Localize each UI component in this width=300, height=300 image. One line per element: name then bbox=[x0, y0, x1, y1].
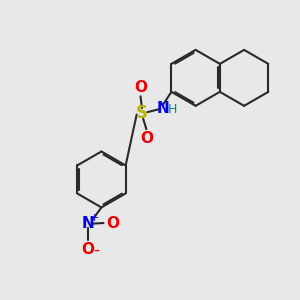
Text: O: O bbox=[140, 131, 153, 146]
Text: +: + bbox=[90, 213, 99, 223]
Text: N: N bbox=[82, 216, 94, 231]
Text: O: O bbox=[82, 242, 95, 257]
Text: N: N bbox=[157, 100, 169, 116]
Text: S: S bbox=[136, 104, 148, 122]
Text: O: O bbox=[134, 80, 147, 95]
Text: H: H bbox=[168, 103, 177, 116]
Text: -: - bbox=[94, 241, 99, 259]
Text: O: O bbox=[106, 215, 119, 230]
